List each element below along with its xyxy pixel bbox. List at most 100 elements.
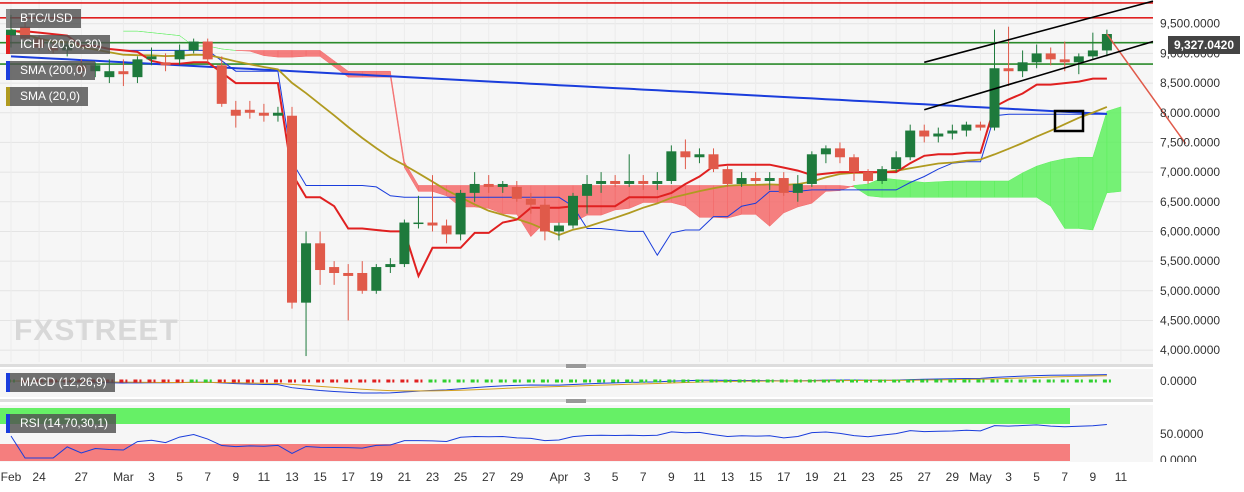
candle-body <box>216 65 227 104</box>
cloud-segment <box>277 50 293 58</box>
cloud-segment <box>994 180 1009 198</box>
time-tick-label: 27 <box>918 470 932 484</box>
time-tick-label: 5 <box>176 470 183 484</box>
time-tick-label: 3 <box>148 470 155 484</box>
candle-body <box>132 59 143 78</box>
candle-body <box>329 267 340 273</box>
time-axis-bg <box>0 462 1244 487</box>
time-tick-label: Mar <box>113 470 134 484</box>
legend-sma-200[interactable]: SMA (200,0) <box>6 61 95 80</box>
candle-body <box>6 29 16 36</box>
candle-body <box>989 68 1000 128</box>
candle-body <box>230 109 241 116</box>
time-tick-label: 9 <box>1090 470 1097 484</box>
time-tick-label: 21 <box>833 470 847 484</box>
cloud-segment <box>980 180 995 198</box>
candle-body <box>877 169 888 181</box>
cloud-segment <box>488 185 503 214</box>
candle-body <box>961 124 972 131</box>
candle-body <box>146 56 157 60</box>
rsi-tick-50: 50.0000 <box>1160 427 1204 441</box>
time-tick-label: 27 <box>75 470 89 484</box>
candle-body <box>357 272 368 291</box>
candle-body <box>1059 59 1070 63</box>
cloud-segment <box>825 185 841 192</box>
candle-body <box>1031 53 1042 63</box>
candle-body <box>399 222 410 265</box>
resize-handle-icon[interactable] <box>566 364 586 368</box>
cloud-segment <box>741 185 756 215</box>
price-tick-label: 8,500.0000 <box>1160 76 1220 90</box>
candle-body <box>104 71 115 78</box>
candle-body <box>778 178 789 193</box>
candle-body <box>610 181 621 184</box>
candle-body <box>244 109 255 113</box>
time-tick-label: 5 <box>1033 470 1040 484</box>
rsi-line <box>10 423 1107 459</box>
time-tick-label: 15 <box>749 470 763 484</box>
candle-body <box>666 151 677 181</box>
price-tick-label: 7,500.0000 <box>1160 135 1220 149</box>
time-tick-label: 15 <box>313 470 327 484</box>
time-tick-label: 3 <box>1005 470 1012 484</box>
time-tick-label: 7 <box>204 470 211 484</box>
rsi-oversold-zone <box>0 444 1070 461</box>
candles <box>6 14 1187 357</box>
price-tick-label: 4,500.0000 <box>1160 313 1220 327</box>
legend-sma-20[interactable]: SMA (20,0) <box>6 87 89 106</box>
time-tick-label: 19 <box>805 470 819 484</box>
time-tick-label: 7 <box>640 470 647 484</box>
candle-body <box>427 222 438 226</box>
candle-body <box>525 198 536 205</box>
candle-body <box>497 183 508 187</box>
resize-handle-icon[interactable] <box>566 399 586 403</box>
legend-macd[interactable]: MACD (12,26,9) <box>6 373 115 392</box>
candle-body <box>806 154 817 184</box>
time-tick-label: 7 <box>1061 470 1068 484</box>
time-tick-label: 29 <box>946 470 960 484</box>
cloud-segment <box>909 180 925 198</box>
price-tick-label: 4,000.0000 <box>1160 343 1220 357</box>
candle-body <box>539 204 550 232</box>
price-tick-label: 9,500.0000 <box>1160 17 1220 31</box>
last-price-tag: 9,327.0420 <box>1167 36 1240 54</box>
time-tick-label: 5 <box>612 470 619 484</box>
cloud-segment <box>1064 156 1080 229</box>
time-tick-label: 19 <box>370 470 384 484</box>
cloud-segment <box>1078 157 1094 231</box>
candle-body <box>1073 56 1084 63</box>
time-tick-label: 25 <box>889 470 903 484</box>
time-tick-label: 11 <box>258 470 271 484</box>
candle-body <box>188 41 199 51</box>
candle-body <box>750 178 761 181</box>
candle-body <box>863 172 874 181</box>
candle-body <box>371 267 382 291</box>
time-tick-label: 17 <box>342 470 356 484</box>
candle-body <box>413 222 424 225</box>
legend-rsi[interactable]: RSI (14,70,30,1) <box>6 414 117 433</box>
candle-body <box>638 181 649 184</box>
time-tick-label: Apr <box>550 470 569 484</box>
time-tick-label: 11 <box>693 470 706 484</box>
legend-btc-usd[interactable]: BTC/USD <box>6 9 81 28</box>
time-tick-label: 21 <box>398 470 412 484</box>
legend-ichimoku[interactable]: ICHI (20,60,30) <box>6 35 111 54</box>
candle-body <box>891 157 902 170</box>
candle-body <box>1017 62 1028 72</box>
candle-body <box>568 195 578 226</box>
candle-body <box>20 26 31 39</box>
time-tick-label: 11 <box>1115 470 1128 484</box>
time-tick-label: 3 <box>584 470 591 484</box>
macd-tick-label: 0.0000 <box>1160 374 1197 388</box>
candle-body <box>118 71 129 75</box>
candle-body <box>272 112 283 116</box>
time-tick-label: 17 <box>777 470 791 484</box>
candle-body <box>1003 68 1014 72</box>
candle-body <box>315 243 326 271</box>
cloud-segment <box>643 185 658 203</box>
highlight-box <box>1053 109 1085 133</box>
cloud-segment <box>291 50 307 58</box>
time-tick-label: 9 <box>232 470 239 484</box>
